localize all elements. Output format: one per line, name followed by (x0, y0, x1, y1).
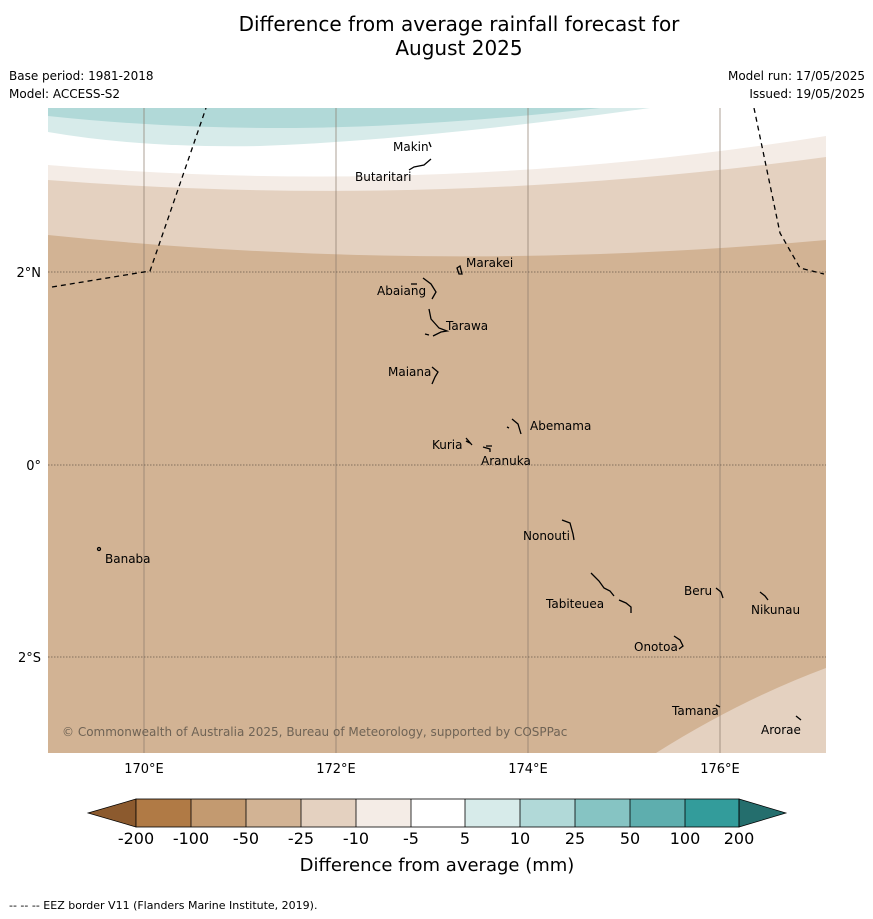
label-tamana: Tamana (671, 704, 719, 718)
place-labels: Makin Butaritari Marakei Abaiang Tarawa … (105, 140, 801, 737)
island-tarawa (424, 308, 450, 337)
band-10-25 (48, 108, 600, 128)
label-abaiang: Abaiang (377, 284, 426, 298)
colorbar-swatch-6 (411, 799, 465, 827)
tick-minus-10: -10 (343, 829, 369, 848)
tick-minus-50: -50 (233, 829, 259, 848)
colorbar-swatch-1 (136, 799, 191, 827)
eez-footnote: -- -- -- EEZ border V11 (Flanders Marine… (9, 899, 318, 912)
label-tabiteuea: Tabiteuea (545, 597, 604, 611)
gridlines (143, 108, 721, 753)
tick-200: 200 (724, 829, 755, 848)
latitude-labels: 2°N 0° 2°S (17, 266, 42, 666)
label-maiana: Maiana (388, 365, 431, 379)
colorbar-outline (135, 798, 740, 828)
tick-5: 5 (460, 829, 470, 848)
island-banaba (96, 546, 102, 552)
model-run: Model run: 17/05/2025 (727, 69, 865, 83)
colorbar-swatch-4 (301, 799, 356, 827)
island-beru (715, 587, 724, 599)
colorbar-swatch-2 (191, 799, 246, 827)
colorbar-swatch-10 (630, 799, 685, 827)
colorbar-swatch-7 (465, 799, 520, 827)
map-title: Difference from average rainfall forecas… (0, 12, 873, 60)
island-kuria (465, 437, 473, 446)
band-minus-25-10-south (656, 668, 826, 753)
lon-label-174: 174°E (508, 762, 548, 777)
island-maiana (431, 366, 439, 385)
label-abemama: Abemama (530, 419, 591, 433)
lon-label-172: 172°E (316, 762, 356, 777)
colorbar-dividers (190, 799, 686, 827)
title-line-1: Difference from average rainfall forecas… (238, 12, 680, 36)
island-tamana (715, 704, 721, 708)
label-nonouti: Nonouti (523, 529, 570, 543)
colorbar-arrow-high (738, 798, 788, 828)
colorbar-swatch-3 (246, 799, 301, 827)
tick-25: 25 (565, 829, 585, 848)
island-abemama (506, 418, 522, 435)
lon-label-176: 176°E (700, 762, 740, 777)
parallels (48, 271, 826, 658)
label-nikunau: Nikunau (751, 603, 800, 617)
colorbar-swatch-9 (575, 799, 630, 827)
eez-borders (51, 108, 825, 288)
island-tabiteuea (590, 572, 632, 613)
colorbar-swatch-11 (685, 799, 739, 827)
island-marakei (456, 264, 463, 275)
meta-right: Model run: 17/05/2025 Issued: 19/05/2025 (728, 67, 865, 103)
base-period: Base period: 1981-2018 (9, 69, 154, 83)
label-kuria: Kuria (432, 438, 463, 452)
lat-label-2s: 2°S (18, 651, 41, 666)
tick-10: 10 (510, 829, 530, 848)
label-tarawa: Tarawa (445, 319, 488, 333)
label-makin: Makin (393, 140, 429, 154)
label-beru: Beru (684, 584, 712, 598)
label-banaba: Banaba (105, 552, 151, 566)
rainfall-bands (48, 108, 826, 753)
label-aranuka: Aranuka (481, 454, 531, 468)
lon-label-170: 170°E (124, 762, 164, 777)
island-abaiang (422, 277, 437, 300)
island-nonouti (561, 519, 575, 541)
label-marakei: Marakei (466, 256, 513, 270)
colorbar-ticks: -200 -100 -50 -25 -10 -5 5 10 25 50 100 … (118, 829, 754, 848)
eez-border-west (51, 108, 207, 288)
model-name: Model: ACCESS-S2 (9, 87, 121, 101)
lat-label-2n: 2°N (17, 266, 42, 281)
eez-border-east (753, 108, 825, 275)
island-butaritari (408, 158, 432, 171)
colorbar-swatch-5 (356, 799, 411, 827)
tick-100: 100 (670, 829, 701, 848)
lat-label-0: 0° (26, 459, 41, 474)
title-line-2: August 2025 (395, 36, 523, 60)
tick-minus-5: -5 (403, 829, 419, 848)
tick-minus-200: -200 (118, 829, 154, 848)
island-nikunau (759, 591, 769, 601)
island-outlines (96, 141, 802, 721)
colorbar (86, 798, 788, 828)
colorbar-swatch-8 (520, 799, 575, 827)
copyright-notice: © Commonwealth of Australia 2025, Bureau… (62, 725, 567, 739)
island-aranuka (482, 445, 492, 452)
meta-left: Base period: 1981-2018 Model: ACCESS-S2 (9, 67, 154, 103)
island-onotoa (673, 635, 684, 650)
label-onotoa: Onotoa (634, 640, 678, 654)
issued-date: Issued: 19/05/2025 (749, 87, 865, 101)
island-makin (428, 141, 432, 148)
tick-minus-100: -100 (173, 829, 209, 848)
label-butaritari: Butaritari (355, 170, 412, 184)
colorbar-arrow-low (86, 798, 137, 828)
label-arorae: Arorae (761, 723, 801, 737)
colorbar-label: Difference from average (mm) (300, 855, 575, 876)
island-arorae (795, 715, 802, 721)
tick-50: 50 (620, 829, 640, 848)
tick-minus-25: -25 (288, 829, 314, 848)
longitude-labels: 170°E 172°E 174°E 176°E (124, 762, 740, 777)
